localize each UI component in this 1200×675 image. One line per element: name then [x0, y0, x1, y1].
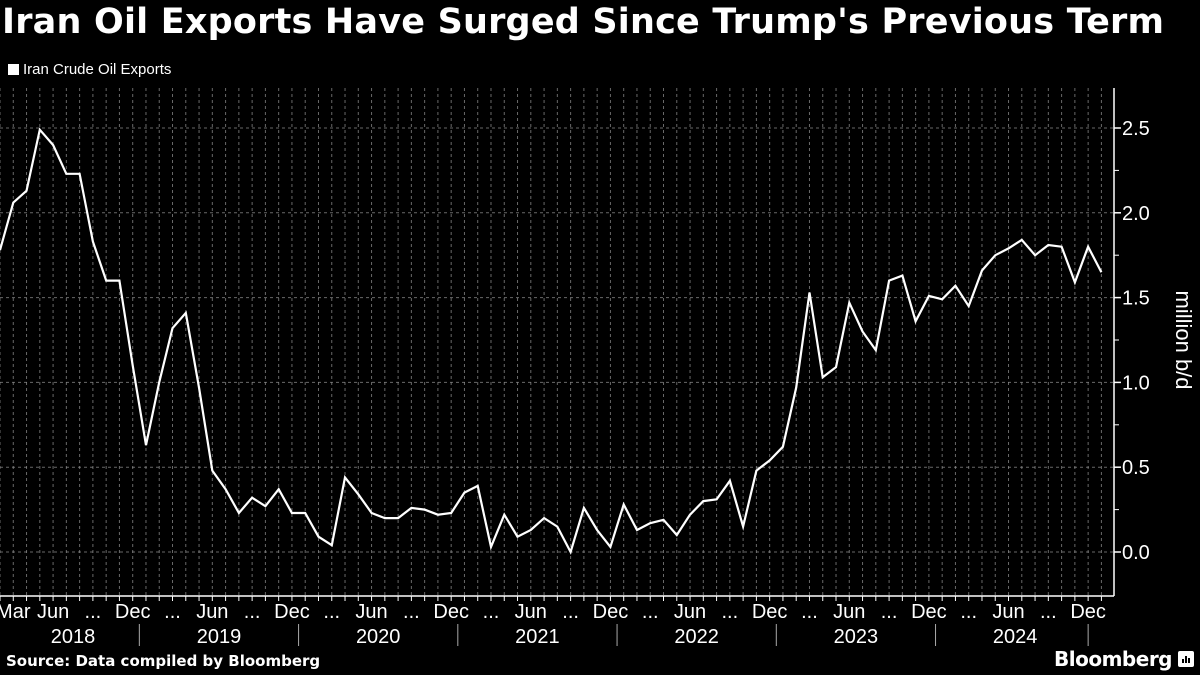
x-tick-label: ... — [881, 601, 898, 623]
x-tick-label: ... — [244, 601, 261, 623]
x-tick-label: Mar — [0, 601, 31, 623]
x-tick-label: Jun — [833, 601, 865, 623]
y-tick-label: 0.0 — [1122, 542, 1150, 564]
source-note: Source: Data compiled by Bloomberg — [6, 652, 321, 670]
x-tick-label: Jun — [674, 601, 706, 623]
y-tick-label: 0.5 — [1122, 457, 1150, 479]
y-tick-label: 2.0 — [1122, 203, 1150, 225]
x-tick-label: ... — [164, 601, 181, 623]
legend: Iran Crude Oil Exports — [8, 61, 171, 78]
legend-label: Iran Crude Oil Exports — [23, 61, 172, 78]
grid — [0, 88, 1114, 596]
chart-title: Iran Oil Exports Have Surged Since Trump… — [2, 2, 1165, 42]
x-tick-label: ... — [642, 601, 659, 623]
y-axis: 0.0 0.5 1.0 1.5 2.0 2.5 — [1113, 88, 1150, 596]
x-year-label: 2023 — [834, 626, 879, 648]
x-tick-label: Dec — [593, 601, 629, 623]
x-tick-label: Jun — [196, 601, 228, 623]
y-tick-label: 2.5 — [1122, 118, 1150, 140]
x-year-label: 2021 — [515, 626, 560, 648]
x-tick-label: Jun — [355, 601, 387, 623]
x-tick-label: Dec — [274, 601, 310, 623]
x-tick-label: ... — [562, 601, 579, 623]
x-year-label: 2020 — [356, 626, 401, 648]
x-tick-label: ... — [1040, 601, 1057, 623]
series-group — [0, 127, 1103, 555]
x-tick-label: Dec — [115, 601, 151, 623]
x-year-label: 2024 — [993, 626, 1038, 648]
x-tick-label: ... — [801, 601, 818, 623]
x-tick-label: ... — [323, 601, 340, 623]
x-tick-label: Dec — [911, 601, 947, 623]
x-tick-label: Jun — [992, 601, 1024, 623]
x-tick-label: Jun — [515, 601, 547, 623]
x-year-label: 2019 — [197, 626, 242, 648]
bar-chart-icon — [1178, 651, 1194, 667]
x-tick-label: Jun — [37, 601, 69, 623]
x-tick-label: ... — [483, 601, 500, 623]
x-year-label: 2022 — [674, 626, 719, 648]
y-tick-label: 1.5 — [1122, 288, 1150, 310]
x-tick-label: ... — [722, 601, 739, 623]
x-year-label: 2018 — [51, 626, 96, 648]
x-axis: Mar Jun... Dec... Jun... Dec... Jun... Dec... J… — [0, 595, 1114, 648]
y-axis-title: million b/d — [1171, 290, 1196, 389]
y-tick-label: 1.0 — [1122, 372, 1150, 394]
series-line-iran-crude-oil-exports — [0, 127, 1103, 555]
x-tick-label: ... — [85, 601, 102, 623]
x-tick-label: ... — [403, 601, 420, 623]
x-tick-label: Dec — [1070, 601, 1106, 623]
x-tick-label: Dec — [752, 601, 788, 623]
x-tick-label: Dec — [433, 601, 469, 623]
brand-logo: Bloomberg — [1054, 647, 1172, 671]
legend-swatch-icon — [8, 64, 19, 75]
x-tick-label: ... — [960, 601, 977, 623]
